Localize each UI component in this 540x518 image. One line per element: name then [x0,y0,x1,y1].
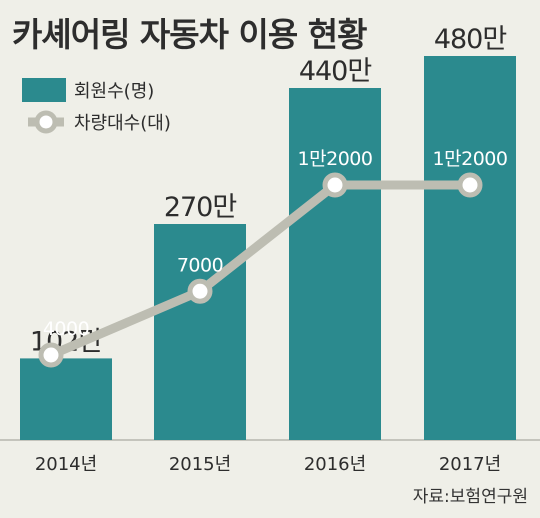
bar-value-label-4: 480만 [434,24,507,55]
vehicle-value-label-2: 7000 [177,254,223,276]
vehicle-value-label-4: 1만2000 [433,148,508,170]
x-axis-ticks: 2014년 2015년 2016년 2017년 [35,454,501,475]
chart-title: 카셰어링 자동차 이용 현황 [12,15,367,54]
legend-marker-vehicles [34,110,58,134]
legend: 회원수(명) 차량대수(대) [22,78,171,134]
vehicle-point-3 [322,172,348,198]
x-tick-label-3: 2016년 [304,454,366,475]
legend-label-members: 회원수(명) [74,81,154,102]
vehicle-value-label-3: 1만2000 [298,148,373,170]
legend-swatch-members [22,78,66,102]
bar-3 [289,88,381,440]
x-tick-label-1: 2014년 [35,454,97,475]
bar-value-label-2: 270만 [164,192,237,223]
x-tick-label-4: 2017년 [439,454,501,475]
vehicle-point-2 [187,278,213,304]
vehicle-value-label-1: 4000 [43,318,89,340]
bars-group [0,56,540,441]
x-tick-label-2: 2015년 [169,454,231,475]
vehicle-line-group: 4000 7000 1만2000 1만2000 [38,148,508,368]
bar-value-label-3: 440만 [299,56,372,87]
vehicle-point-4 [457,172,483,198]
legend-label-vehicles: 차량대수(대) [74,113,171,134]
vehicle-point-1 [38,342,64,368]
source-note: 자료:보험연구원 [412,487,528,507]
vehicle-count-line [49,180,470,360]
bar-1 [20,358,112,440]
bar-4 [424,56,516,440]
bar-2 [154,224,246,440]
